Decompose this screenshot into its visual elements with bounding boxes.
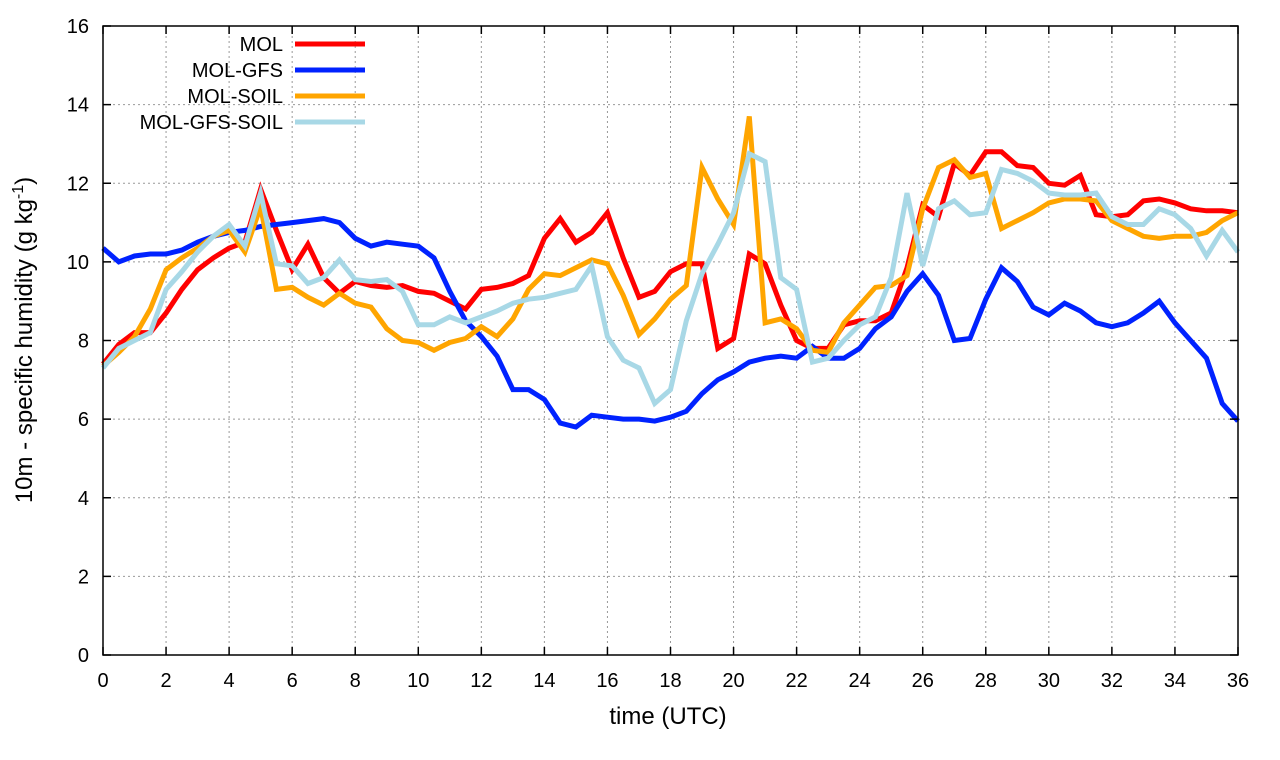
y-tick-label: 16 bbox=[67, 16, 89, 38]
series-line-mol bbox=[101, 149, 1239, 366]
x-tick-label: 2 bbox=[160, 670, 171, 692]
axis-ticks: 0 2 4 6 8 10 12 14 16 18 20 22 24 26 28 30 32 34 360246810… bbox=[67, 16, 1249, 692]
y-tick-label: 4 bbox=[78, 488, 89, 510]
x-tick-label: 30 bbox=[1038, 670, 1060, 692]
y-tick-label: 10 bbox=[67, 252, 89, 274]
series-line-mol-gfs-soil bbox=[101, 150, 1241, 408]
x-tick-label: 24 bbox=[849, 670, 871, 692]
y-tick-label: 0 bbox=[78, 645, 89, 667]
x-tick-label: 0 bbox=[97, 670, 108, 692]
y-tick-label: 8 bbox=[78, 331, 89, 353]
x-tick-label: 20 bbox=[722, 670, 744, 692]
legend-label-mol-soil: MOL-SOIL bbox=[187, 86, 283, 108]
x-tick-label: 8 bbox=[350, 670, 361, 692]
legend-label-mol-gfs: MOL-GFS bbox=[192, 60, 283, 82]
series-line-mol-gfs bbox=[101, 216, 1240, 430]
legend-label-mol-gfs-soil: MOL-GFS-SOIL bbox=[140, 112, 283, 134]
y-tick-label: 12 bbox=[67, 173, 89, 195]
x-tick-label: 32 bbox=[1101, 670, 1123, 692]
series-line-mol-soil bbox=[101, 116, 1240, 368]
y-axis-title-superscript: -1 bbox=[10, 185, 27, 199]
series-lines bbox=[101, 116, 1241, 430]
x-tick-label: 28 bbox=[975, 670, 997, 692]
x-tick-label: 14 bbox=[533, 670, 555, 692]
y-tick-label: 14 bbox=[67, 95, 89, 117]
x-tick-label: 16 bbox=[596, 670, 618, 692]
x-tick-label: 6 bbox=[287, 670, 298, 692]
x-tick-label: 22 bbox=[785, 670, 807, 692]
y-tick-label: 6 bbox=[78, 409, 89, 431]
y-axis-title: 10m - specific humidity (g kg-1) bbox=[10, 177, 38, 503]
y-axis-title-close: ) bbox=[11, 177, 38, 185]
x-tick-label: 18 bbox=[659, 670, 681, 692]
x-tick-label: 10 bbox=[407, 670, 429, 692]
x-tick-label: 4 bbox=[224, 670, 235, 692]
x-tick-label: 26 bbox=[912, 670, 934, 692]
x-axis-title: time (UTC) bbox=[609, 703, 726, 730]
x-tick-label: 36 bbox=[1227, 670, 1249, 692]
legend-label-mol: MOL bbox=[240, 34, 283, 56]
legend: MOL MOL-GFS MOL-SOIL MOL-GFS-SOIL bbox=[140, 34, 365, 134]
x-tick-label: 12 bbox=[470, 670, 492, 692]
x-tick-label: 34 bbox=[1164, 670, 1186, 692]
y-tick-label: 2 bbox=[78, 566, 89, 588]
y-axis-title-main: 10m - specific humidity (g kg bbox=[11, 199, 38, 503]
